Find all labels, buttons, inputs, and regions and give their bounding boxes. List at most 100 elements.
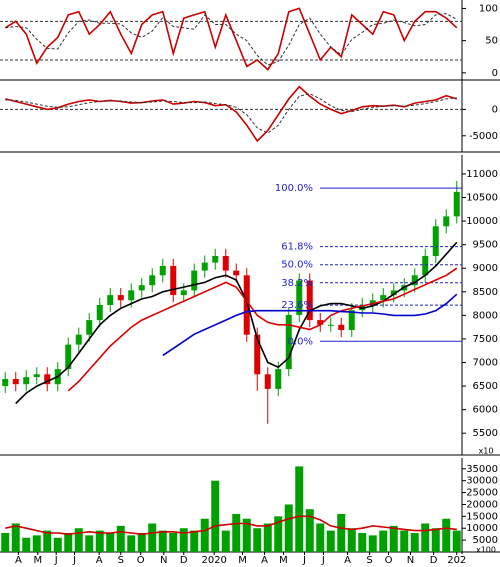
y-tick-label: 0	[492, 104, 498, 115]
fib-label: 61.8%	[281, 242, 313, 253]
y-tick-label: 11000	[466, 169, 498, 180]
candle-body	[65, 344, 72, 370]
candle-body	[107, 295, 114, 305]
candle-body	[23, 377, 30, 385]
x-tick-label: M	[33, 555, 42, 566]
volume-bar	[127, 535, 136, 552]
x-tick-label: J	[72, 555, 76, 566]
volume-bar	[284, 504, 293, 552]
volume-bar	[64, 532, 73, 552]
volume-bar	[421, 523, 430, 552]
axis-unit: x100	[476, 546, 496, 555]
y-tick-label: 9500	[473, 240, 498, 251]
x-tick-label: J	[54, 555, 58, 566]
volume-bar	[232, 513, 241, 552]
x-tick-label: D	[430, 555, 438, 566]
y-tick-label: 35000	[466, 464, 498, 475]
volume-bar	[74, 528, 83, 552]
volume-bar	[22, 537, 31, 552]
volume-bar	[305, 509, 314, 552]
candle-body	[201, 262, 208, 271]
candle-body	[159, 265, 166, 276]
x-tick-label: O	[137, 555, 145, 566]
volume-bar	[316, 523, 325, 552]
volume-bar	[263, 523, 272, 552]
y-tick-label: 7000	[473, 358, 498, 369]
volume-bar	[326, 530, 335, 552]
y-tick-label: 0	[492, 68, 498, 79]
volume-bar	[274, 516, 283, 552]
x-tick-label: M	[238, 555, 247, 566]
volume-bar	[158, 530, 167, 552]
volume-bar	[116, 525, 125, 552]
candle-body	[264, 374, 271, 389]
y-tick-label: 25000	[466, 488, 498, 499]
volume-bar	[452, 530, 461, 552]
volume-bar	[410, 532, 419, 552]
candle-body	[254, 334, 261, 375]
y-tick-label: 10000	[466, 216, 498, 227]
x-tick-label: N	[160, 555, 167, 566]
volume-bar	[442, 518, 451, 552]
x-tick-label: S	[366, 555, 372, 566]
volume-bar	[1, 532, 10, 552]
y-tick-label: 5000	[473, 535, 498, 546]
y-tick-label: 10500	[466, 193, 498, 204]
candle-body	[233, 270, 240, 276]
volume-bar	[221, 530, 230, 552]
indicator-line	[5, 93, 457, 134]
candle-body	[44, 374, 51, 385]
x-tick-label: S	[118, 555, 124, 566]
volume-bar	[242, 518, 251, 552]
volume-bar	[53, 537, 62, 552]
y-tick-label: 6500	[473, 381, 498, 392]
volume-bar	[347, 528, 356, 552]
x-tick-label: N	[407, 555, 414, 566]
y-tick-label: 8500	[473, 287, 498, 298]
fib-label: 23.6%	[281, 300, 313, 311]
y-tick-label: 6000	[473, 405, 498, 416]
volume-bar	[200, 518, 209, 552]
volume-bar	[148, 523, 157, 552]
volume-bar	[32, 535, 41, 552]
candle-body	[296, 280, 303, 315]
volume-bar	[358, 532, 367, 552]
volume-bar	[11, 523, 20, 552]
fib-label: 38.2%	[281, 278, 313, 289]
candle-body	[338, 324, 345, 330]
volume-bar	[106, 532, 115, 552]
candle-body	[306, 280, 313, 321]
candle-body	[170, 265, 177, 296]
candle-body	[411, 275, 418, 286]
x-tick-label: O	[385, 555, 393, 566]
volume-bar	[43, 530, 52, 552]
indicator-line	[162, 293, 458, 357]
volume-bar	[379, 530, 388, 552]
indicator-line	[5, 515, 457, 536]
candle-body	[138, 285, 145, 291]
volume-bar	[253, 528, 262, 552]
y-tick-label: -5000	[469, 131, 498, 142]
y-tick-label: 8000	[473, 310, 498, 321]
volume-bar	[85, 535, 94, 552]
volume-bar	[137, 532, 146, 552]
x-tick-label: A	[261, 555, 268, 566]
x-tick-label: 2020	[201, 555, 226, 566]
candle-body	[2, 379, 9, 387]
x-tick-label: A	[96, 555, 103, 566]
fib-label: 0.0%	[288, 336, 313, 347]
candle-body	[128, 290, 135, 301]
candle-body	[96, 305, 103, 321]
candle-body	[327, 324, 334, 326]
volume-bar	[211, 480, 220, 552]
y-tick-label: 50	[485, 36, 498, 47]
indicator-line	[4, 7, 458, 71]
candle-body	[390, 290, 397, 296]
candle-body	[422, 255, 429, 276]
indicator-line	[5, 13, 458, 66]
indicator-line	[67, 267, 458, 392]
y-tick-label: 7500	[473, 334, 498, 345]
candle-body	[380, 295, 387, 301]
candle-body	[348, 310, 355, 330]
